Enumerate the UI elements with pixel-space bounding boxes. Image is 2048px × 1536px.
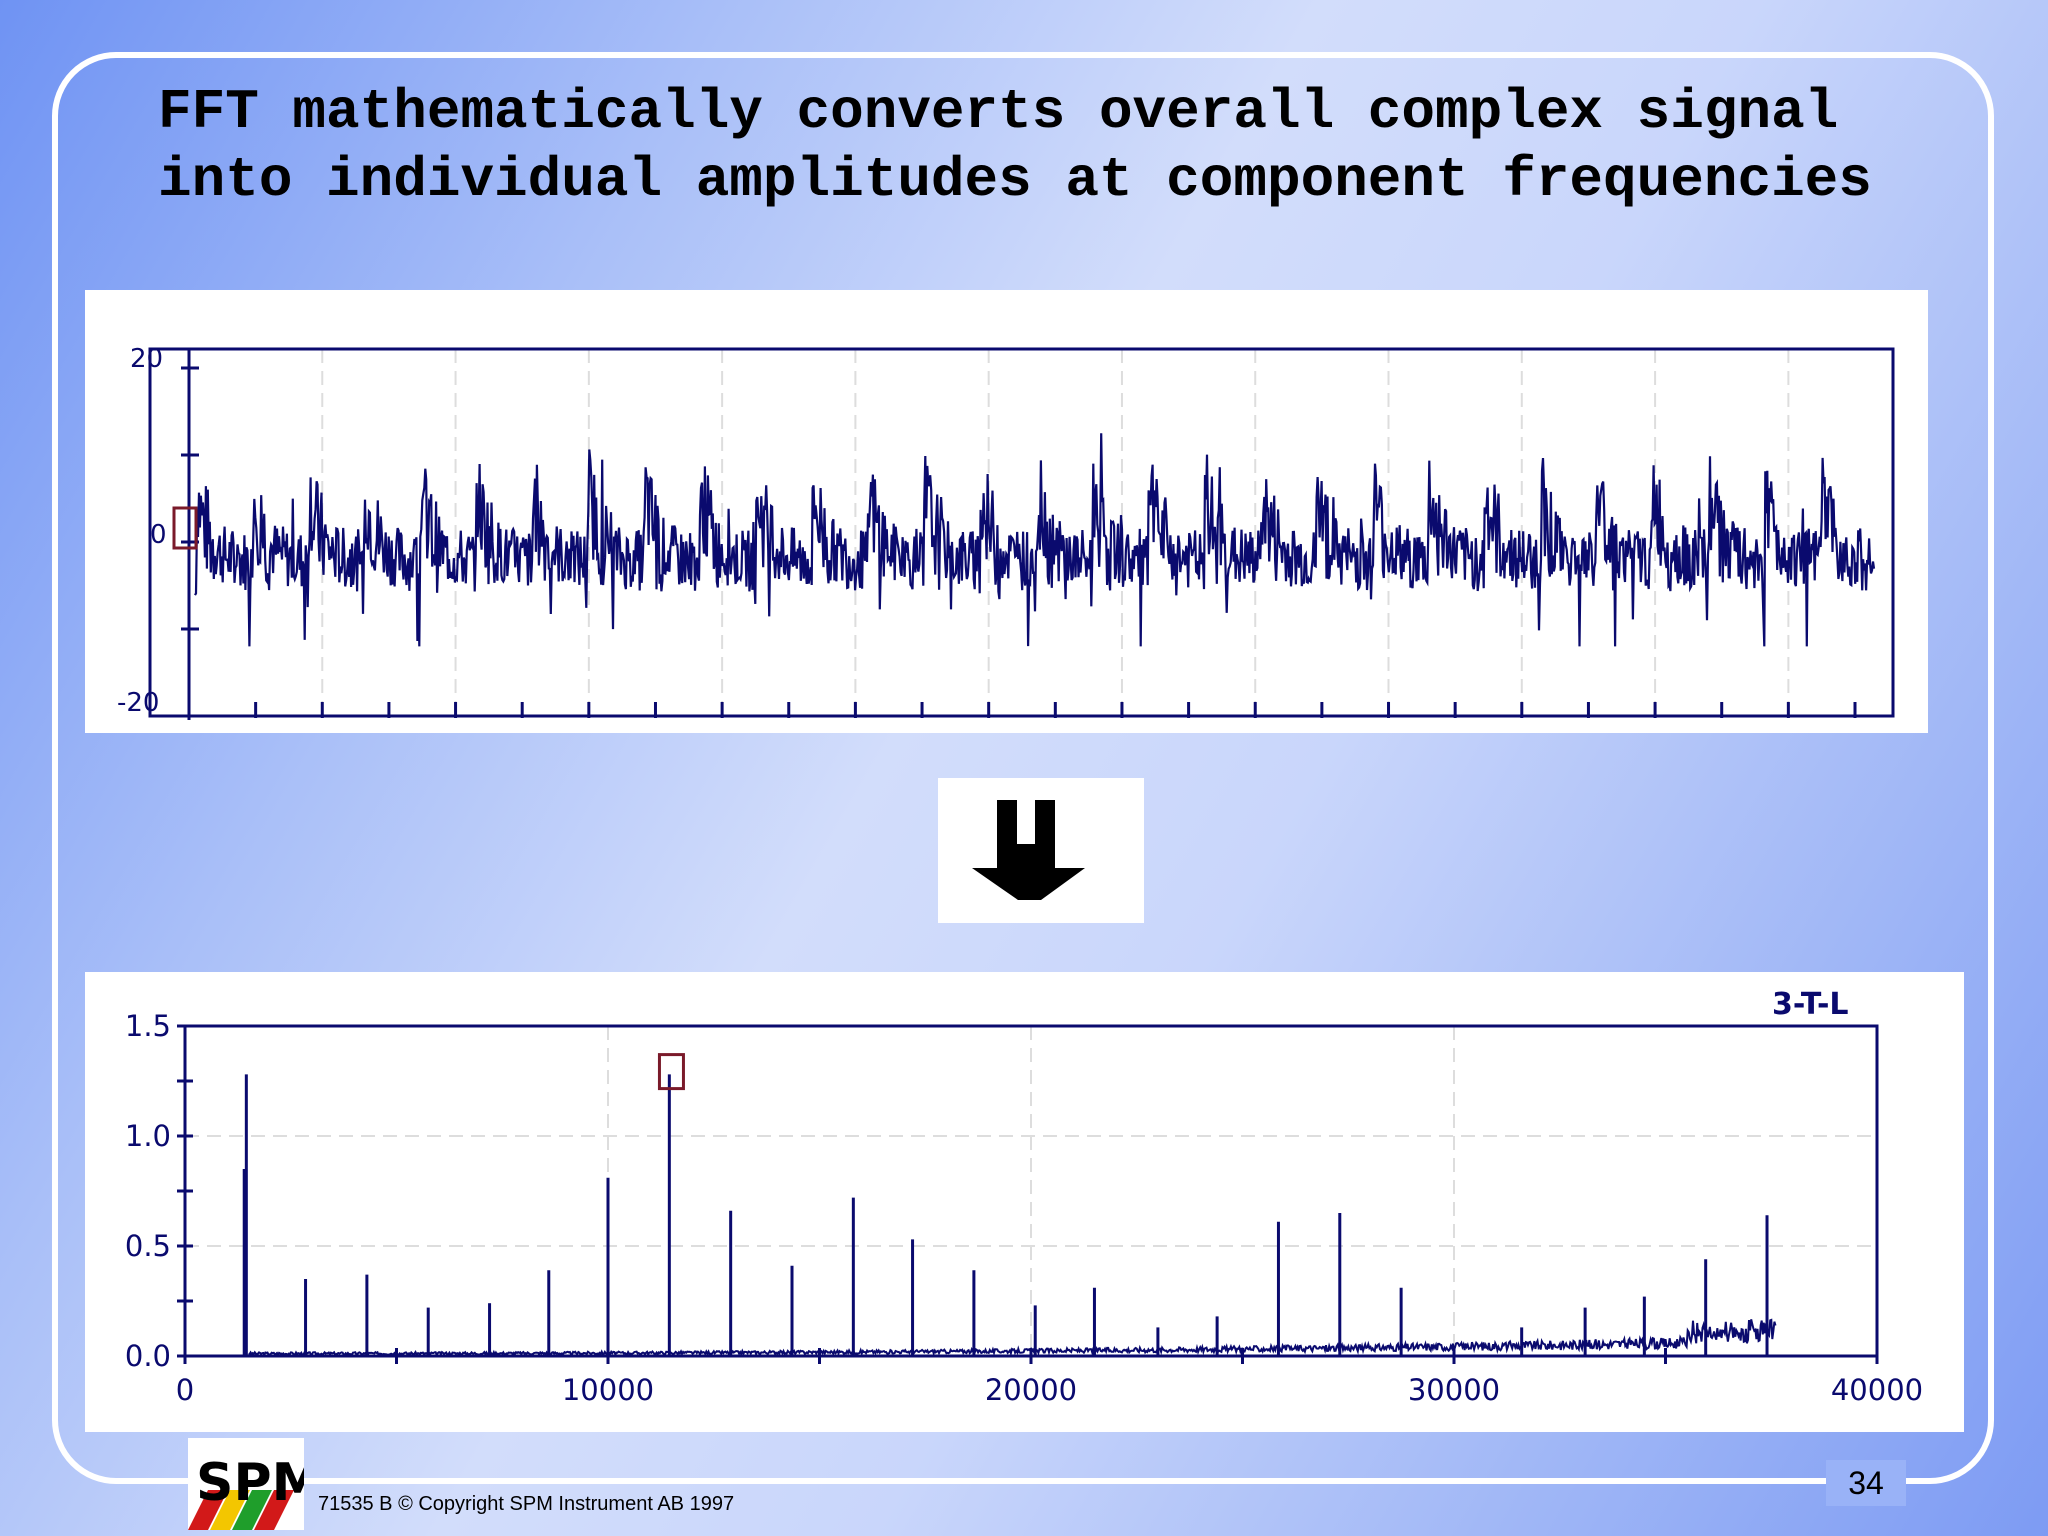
arrow-box [938, 778, 1144, 923]
x-tick-label: 10000 [562, 1373, 654, 1407]
y-tick-label: 20 [130, 344, 163, 374]
spm-logo: SPM [188, 1438, 304, 1530]
fft-spectrum-chart: 3-T-L 1.5 1.0 0.5 0.00 10000 20000 30000 40000 [125, 987, 1923, 1407]
y-tick-label: 0 [150, 520, 167, 550]
waveform-series [194, 433, 1876, 647]
spectrum-panel: 3-T-L 1.5 1.0 0.5 0.0 0 10000 20000 30000 40000 [85, 972, 1964, 1432]
chart-label: 3-T-L [1772, 987, 1849, 1022]
x-tick-label: 0 [176, 1373, 194, 1407]
svg-text:SPM: SPM [196, 1453, 304, 1513]
slide-frame [52, 52, 1994, 1484]
cursor-marker[interactable] [657, 1053, 685, 1091]
footer-copyright: 71535 B © Copyright SPM Instrument AB 19… [318, 1493, 735, 1515]
time-waveform-chart: 20 0 -20 [117, 344, 1895, 720]
noise-floor-series [248, 1318, 1777, 1357]
y-tick-label: 0.0 [125, 1339, 171, 1373]
cursor-marker[interactable] [172, 506, 198, 550]
x-tick-label: 20000 [985, 1373, 1077, 1407]
page-number: 34 [1826, 1460, 1906, 1506]
x-tick-label: 40000 [1831, 1373, 1923, 1407]
y-tick-label: 0.5 [125, 1229, 171, 1263]
y-tick-label: -20 [117, 688, 159, 718]
plot-border [148, 347, 1895, 718]
slide-title: FFT mathematically converts overall comp… [158, 80, 1872, 212]
x-tick-label: 30000 [1408, 1373, 1500, 1407]
down-arrow-icon [972, 800, 1085, 900]
y-tick-label: 1.0 [125, 1119, 171, 1153]
y-tick-label: 1.5 [125, 1009, 171, 1043]
time-waveform-panel: 20 0 -20 [85, 290, 1928, 733]
